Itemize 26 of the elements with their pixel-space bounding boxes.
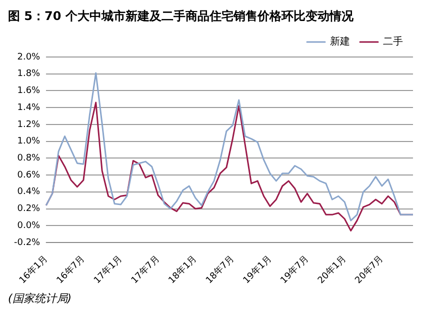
x-tick-label: 16年1月 — [17, 253, 50, 286]
x-tick-label: 19年7月 — [278, 253, 312, 286]
y-tick-label: 2.0% — [17, 52, 41, 62]
x-tick-label: 20年1月 — [316, 253, 348, 286]
text: (国家统计局) — [8, 291, 73, 306]
y-tick-label: 1.6% — [17, 86, 41, 96]
y-tick-label: 1.8% — [17, 69, 41, 80]
x-tick-label: 19年1月 — [241, 253, 274, 286]
y-tick-label: 0.6% — [17, 170, 41, 180]
y-tick-label: -0.2% — [14, 238, 41, 248]
y-tick-label: 1.2% — [17, 120, 41, 130]
y-tick-label: 0.8% — [17, 154, 41, 164]
x-tick-label: 18年7月 — [204, 253, 236, 286]
y-tick-label: 0.4% — [17, 187, 41, 198]
legend-label: 二手 — [383, 36, 403, 48]
x-tick-label: 17年1月 — [92, 253, 125, 286]
x-tick-label: 17年7月 — [129, 253, 162, 286]
x-tick-label: 18年1月 — [166, 253, 200, 286]
y-tick-label: 1.0% — [17, 136, 41, 147]
chart-title: 图 5：70 个大中城市新建及二手商品住宅销售价格环比变动情况 — [8, 8, 354, 25]
y-tick-label: 0.2% — [17, 204, 41, 214]
legend-label: 新建 — [330, 36, 350, 48]
x-tick-label: 16年7月 — [54, 253, 88, 286]
y-tick-label: 1.4% — [17, 102, 41, 113]
y-tick-label: 0.0% — [17, 220, 41, 231]
x-tick-label: 20年7月 — [353, 253, 386, 286]
